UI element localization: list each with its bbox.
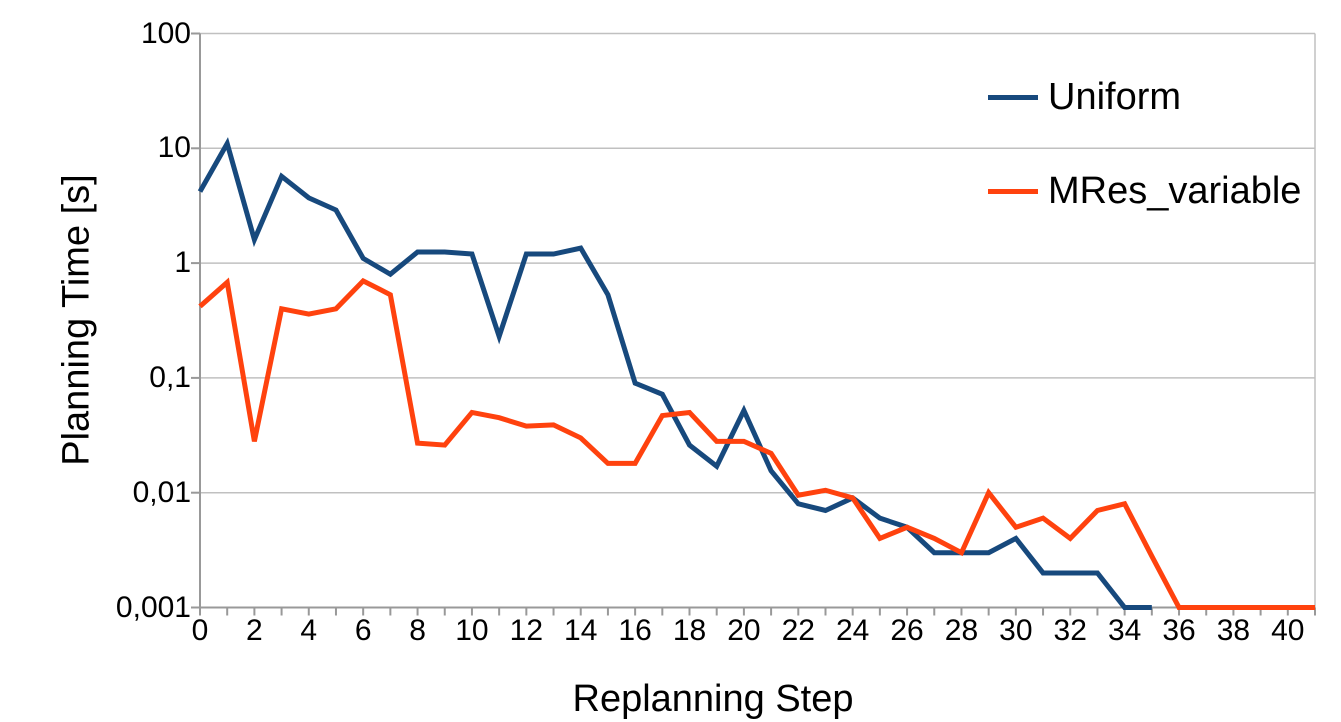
x-tick-label: 12 [509, 614, 544, 647]
x-tick-label: 2 [246, 614, 263, 647]
x-tick-label: 6 [354, 614, 372, 647]
x-tick-label: 14 [564, 614, 598, 647]
series-line-uniform [197, 137, 1152, 610]
x-tick-label: 18 [672, 614, 707, 647]
x-tick-label: 10 [455, 614, 489, 647]
x-tick-label: 22 [781, 614, 815, 647]
legend-item-mres-variable: MRes_variable [988, 169, 1302, 212]
y-tick-label: 0,01 [132, 475, 191, 509]
x-tick-label: 0 [191, 614, 209, 647]
x-axis-title: Replanning Step [572, 678, 854, 720]
x-tick-label: 4 [300, 614, 318, 647]
x-tick-label: 36 [1162, 614, 1196, 647]
legend-line-swatch-mres-variable [988, 188, 1038, 194]
y-tick-label: 0,1 [149, 360, 191, 394]
legend-label-mres-variable: MRes_variable [1048, 169, 1302, 212]
x-tick-label: 16 [618, 614, 652, 647]
y-tick-label: 100 [140, 16, 191, 50]
x-tick-label: 32 [1053, 614, 1087, 647]
x-tick-label: 26 [890, 614, 924, 647]
y-tick-label: 1 [174, 246, 191, 280]
x-tick-label: 40 [1271, 614, 1305, 647]
x-tick-label: 38 [1216, 614, 1251, 647]
x-tick-label: 8 [409, 614, 426, 647]
x-tick-label: 24 [835, 614, 870, 647]
legend-label-uniform: Uniform [1048, 75, 1182, 118]
x-tick-label: 20 [727, 614, 761, 647]
y-axis-title: Planning Time [s] [55, 174, 98, 466]
legend-line-swatch-uniform [988, 94, 1038, 100]
y-tick-label: 10 [157, 131, 191, 165]
x-tick-label: 28 [944, 614, 979, 647]
series-line-mres_variable [198, 277, 1315, 610]
x-tick-label: 34 [1107, 614, 1142, 647]
legend-item-uniform: Uniform [988, 75, 1182, 118]
x-tick-label: 30 [999, 614, 1033, 647]
y-tick-label: 0,001 [115, 590, 191, 624]
